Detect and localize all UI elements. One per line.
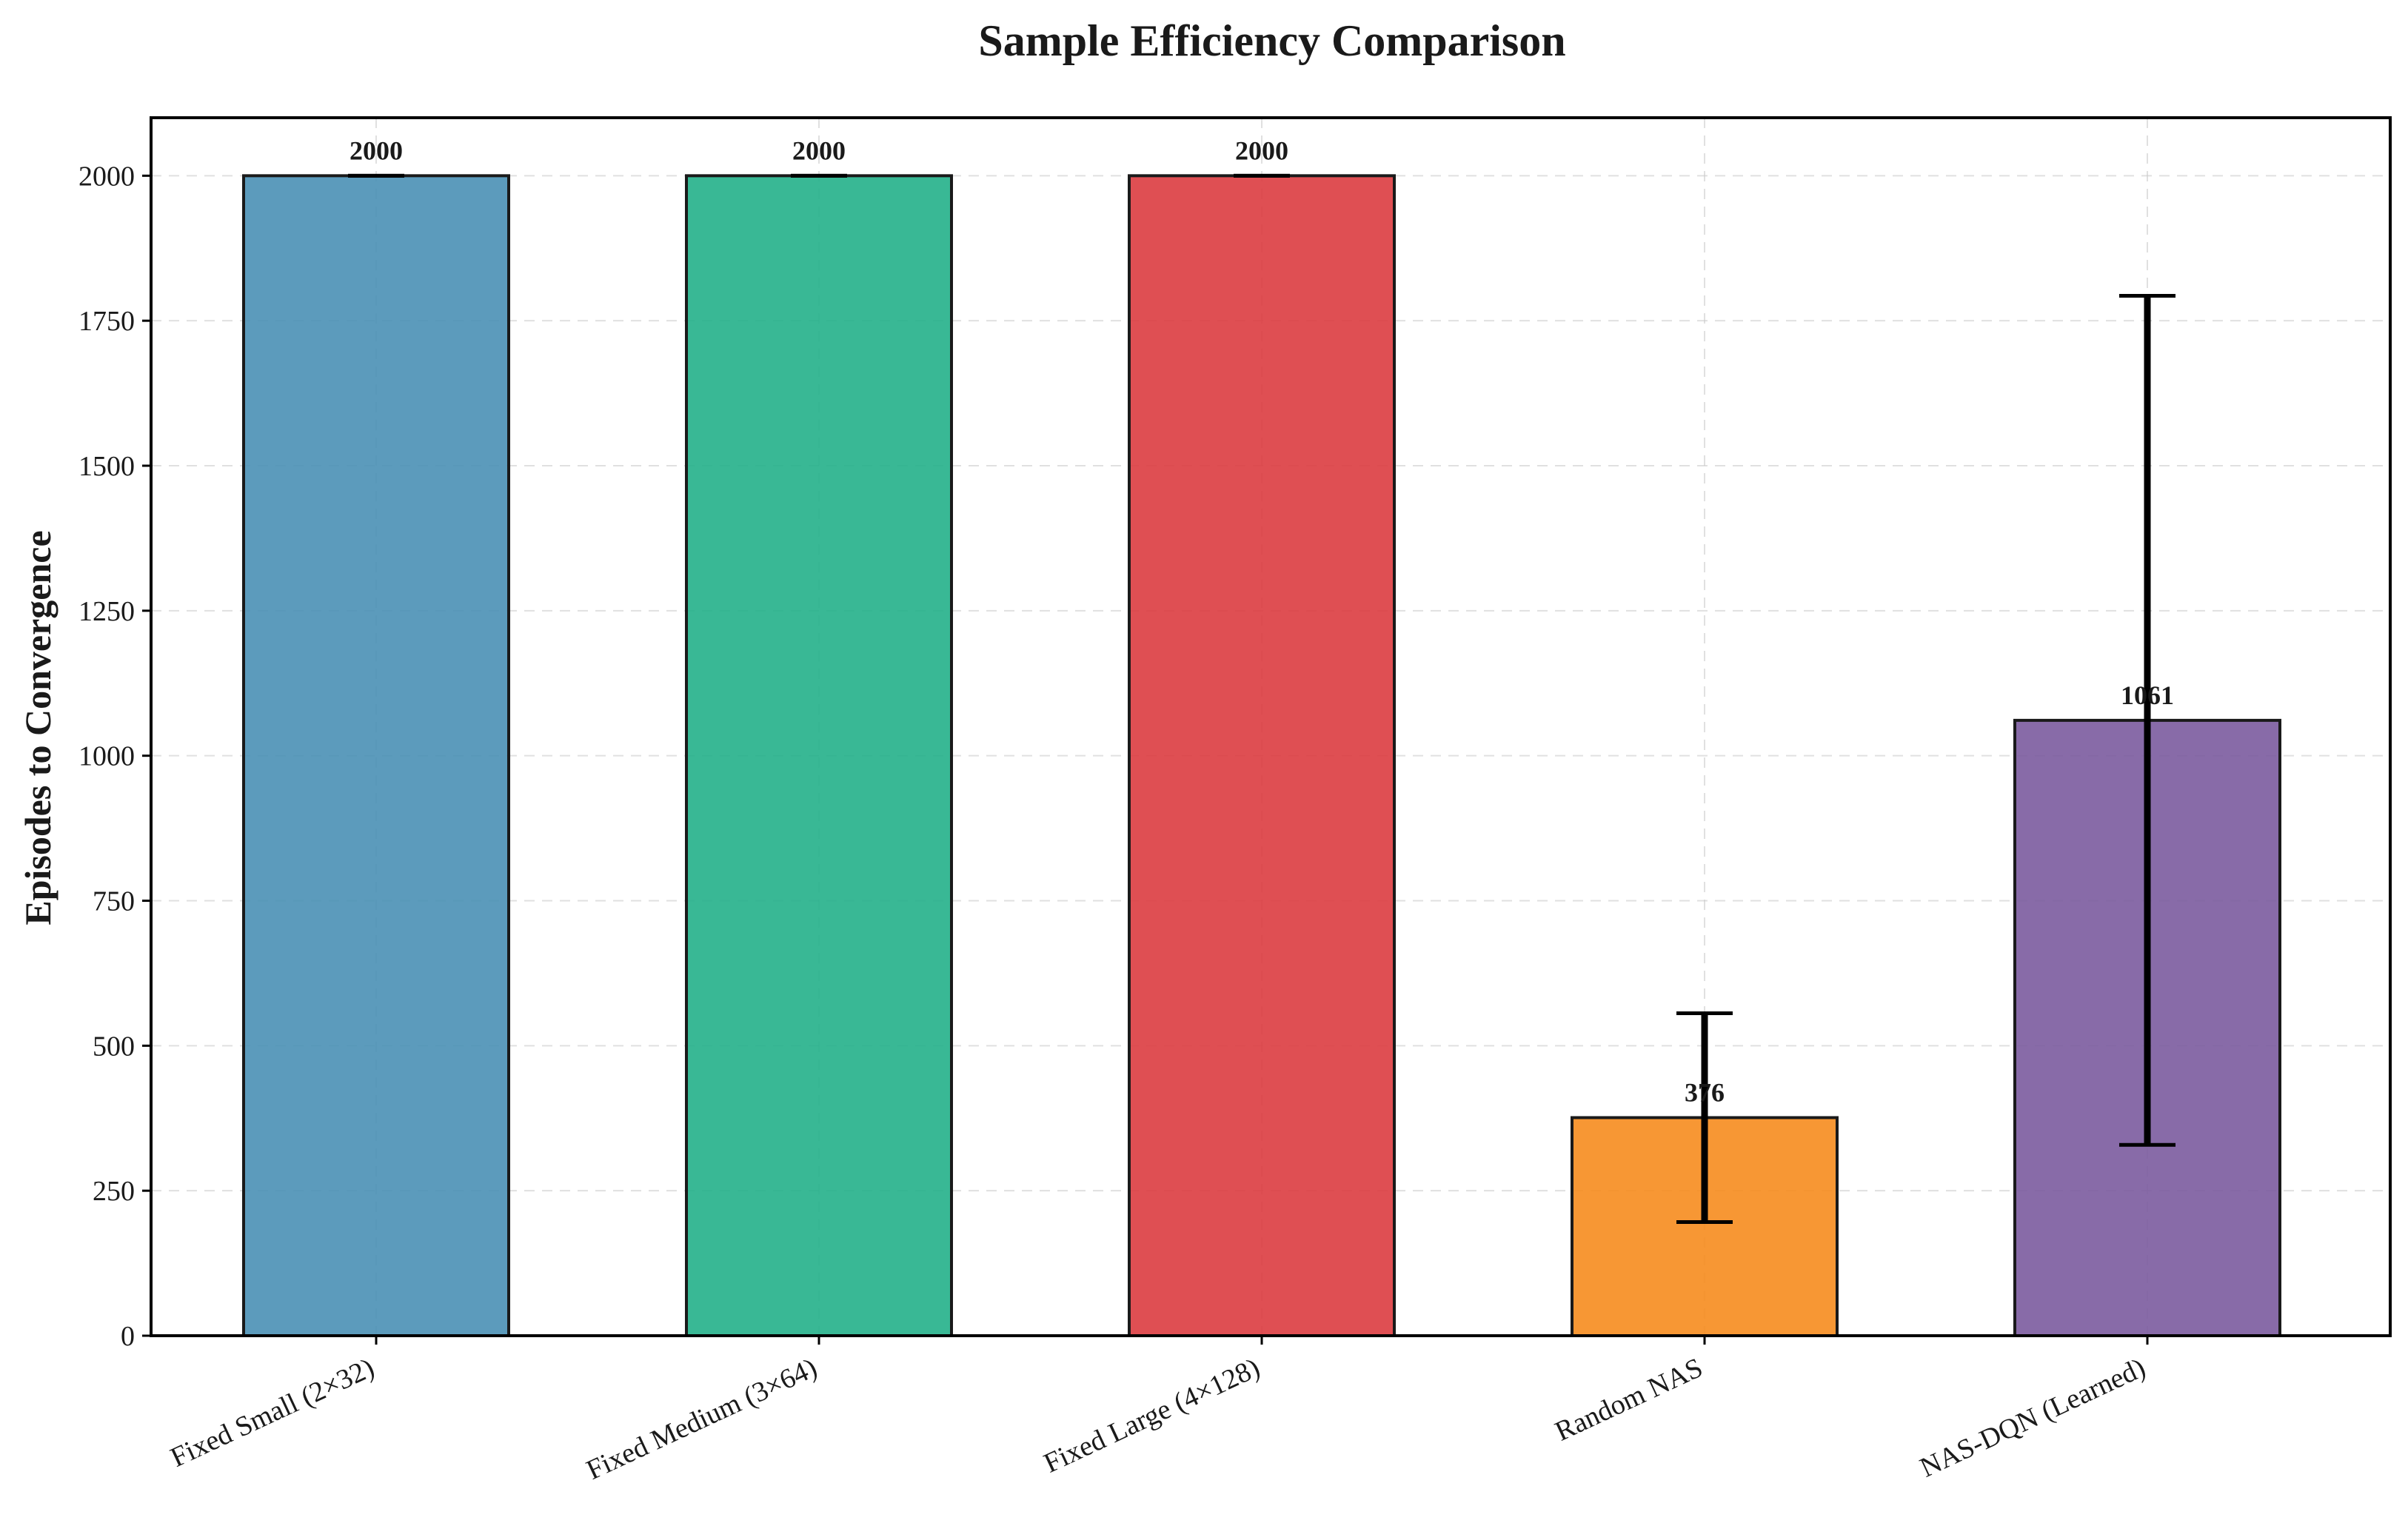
y-tick-label: 1500	[78, 451, 135, 482]
value-labels: 2000 2000 2000 376 1061	[350, 135, 2174, 1107]
plot-frame	[150, 116, 2392, 1337]
y-tick-label: 500	[93, 1031, 135, 1062]
y-tick-label: 2000	[78, 161, 135, 192]
y-axis-ticks: 0 250 500 750 1000 1250 1500 1750 2000	[78, 161, 151, 1352]
bar-value-label: 1061	[2121, 680, 2174, 710]
y-axis-label: Episodes to Convergence	[17, 530, 58, 925]
bar	[685, 174, 953, 1337]
y-tick-label: 1750	[78, 306, 135, 337]
bars	[242, 174, 2281, 1337]
bar-value-label: 376	[1685, 1077, 1725, 1107]
error-bars	[348, 173, 2175, 1224]
bar-value-label: 2000	[350, 135, 403, 165]
bar	[1128, 174, 1396, 1337]
bar	[242, 174, 510, 1337]
y-tick-label: 1000	[78, 741, 135, 772]
y-tick-label: 250	[93, 1176, 135, 1207]
bar-value-label: 2000	[792, 135, 846, 165]
y-tick-label: 0	[121, 1321, 135, 1352]
chart-title: Sample Efficiency Comparison	[978, 16, 1565, 65]
bar-value-label: 2000	[1235, 135, 1288, 165]
y-tick-label: 750	[93, 886, 135, 917]
y-tick-label: 1250	[78, 596, 135, 627]
